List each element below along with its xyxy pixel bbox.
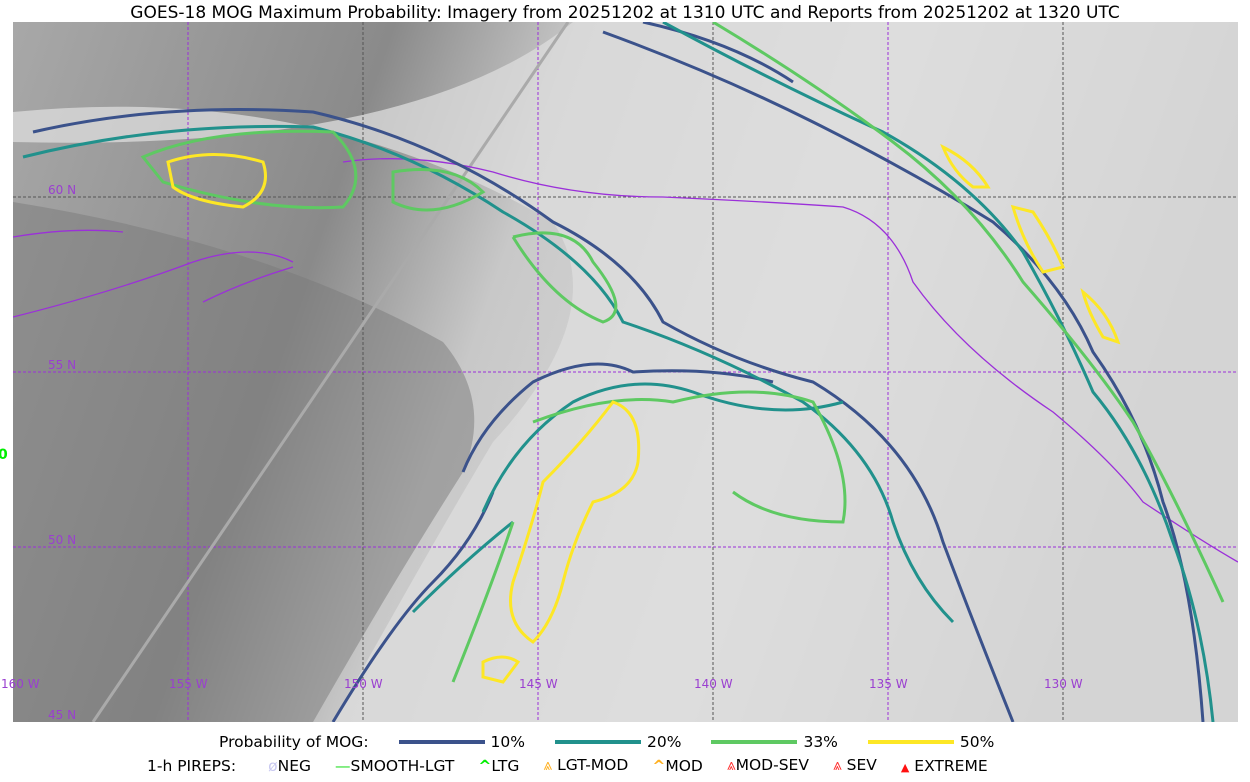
- pirep-mod-sev: ⩓MOD-SEV: [727, 756, 809, 775]
- pirep-neg: øNEG: [268, 757, 311, 775]
- pirep-legend-title: 1-h PIREPS:: [147, 756, 237, 775]
- orbit-swath-line: [91, 22, 570, 722]
- swatch-50: [867, 740, 954, 744]
- pirep-marker-label: 0: [0, 447, 8, 463]
- pirep-extreme: ▲ EXTREME: [901, 757, 988, 775]
- pirep-sev: ⩓ SEV: [833, 756, 877, 775]
- pirep-lgt-mod-label: LGT-MOD: [557, 756, 629, 774]
- pirep-ltg-label: LTG: [491, 756, 520, 775]
- contour-33: [140, 22, 1225, 683]
- lon-label-140w: 140 W: [694, 677, 733, 691]
- pirep-mod-label: MOD: [665, 756, 703, 775]
- probability-legend: Probability of MOG: 10% 20% 33% 50%: [0, 733, 1250, 751]
- lon-label-150w: 150 W: [344, 677, 383, 691]
- smooth-lgt-icon: —: [335, 756, 351, 775]
- pirep-lgt-mod: ⩓ LGT-MOD: [543, 756, 628, 775]
- swatch-20: [555, 740, 641, 744]
- pirep-smooth-lgt-label: SMOOTH-LGT: [350, 756, 455, 775]
- extreme-icon: ▲: [900, 760, 910, 774]
- lon-label-135w: 135 W: [869, 677, 908, 691]
- mod-icon: ^: [652, 756, 666, 775]
- coastline: [13, 158, 1238, 563]
- satellite-map: [13, 22, 1238, 722]
- lon-label-160w: 160 W: [1, 677, 40, 691]
- legend-label-10: 10%: [490, 733, 525, 751]
- pirep-mod-sev-label: MOD-SEV: [735, 756, 809, 774]
- legend-label-20: 20%: [647, 733, 682, 751]
- mog-contours: [22, 22, 1225, 722]
- swatch-10: [398, 740, 485, 744]
- pirep-neg-label: NEG: [277, 756, 311, 775]
- lon-label-130w: 130 W: [1044, 677, 1083, 691]
- pirep-legend: 1-h PIREPS: øNEG —SMOOTH-LGT ^LTG ⩓ LGT-…: [0, 756, 1250, 775]
- ltg-icon: ^: [478, 756, 492, 775]
- swatch-33: [711, 740, 798, 744]
- contour-50: [166, 143, 1121, 684]
- lgt-mod-icon: ⩓: [543, 756, 553, 774]
- probability-legend-title: Probability of MOG:: [219, 733, 369, 751]
- pirep-smooth-lgt: —SMOOTH-LGT: [335, 757, 454, 775]
- lon-label-145w: 145 W: [519, 677, 558, 691]
- pirep-ltg: ^LTG: [478, 757, 519, 775]
- lat-label-45n: 45 N: [48, 708, 77, 722]
- contour-20: [22, 22, 1215, 722]
- mod-sev-icon: ⩓: [726, 756, 736, 774]
- legend-label-33: 33%: [803, 733, 838, 751]
- legend-label-50: 50%: [959, 733, 995, 751]
- sev-icon: ⩓: [832, 756, 842, 774]
- pirep-sev-label: SEV: [846, 756, 877, 774]
- lat-label-55n: 55 N: [48, 358, 77, 372]
- lat-label-50n: 50 N: [48, 533, 77, 547]
- pirep-mod: ^MOD: [652, 757, 703, 775]
- plot-title: GOES-18 MOG Maximum Probability: Imagery…: [130, 3, 1120, 23]
- neg-icon: ø: [268, 756, 278, 775]
- pirep-extreme-label: EXTREME: [914, 756, 988, 775]
- lon-label-155w: 155 W: [169, 677, 208, 691]
- contour-10: [32, 22, 1205, 722]
- lat-label-60n: 60 N: [48, 183, 77, 197]
